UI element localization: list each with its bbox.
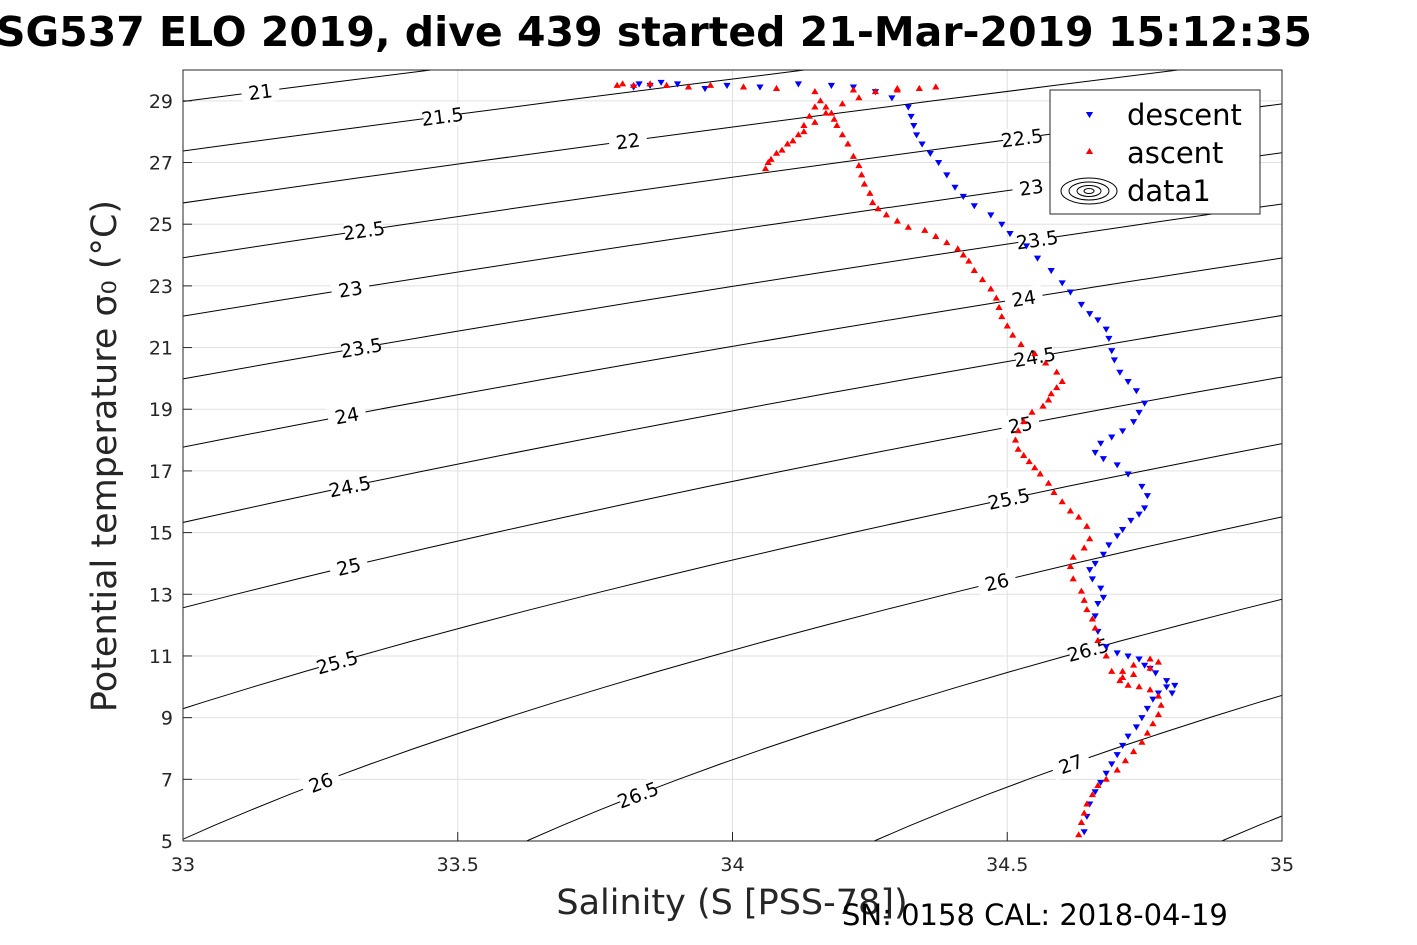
isopycnal-label-text: 25 [335, 554, 364, 581]
isopycnal-line [183, 516, 1282, 840]
isopycnal-label: 25 [999, 410, 1041, 440]
y-tick-label: 19 [149, 399, 173, 421]
isopycnal-label-text: 23 [1018, 176, 1045, 201]
isopycnal-line [183, 314, 1282, 523]
y-axis-ticks: 5 7 9 11 13 15 17 19 21 23 25 27 29 [149, 91, 192, 853]
y-tick-label: 29 [149, 91, 173, 113]
x-axis-label: Salinity (S [PSS-78]) [556, 883, 907, 923]
y-tick-label: 25 [149, 214, 173, 236]
y-tick-label: 21 [149, 338, 173, 360]
x-tick-label: 33.5 [437, 854, 479, 876]
isopycnal-label: 22 [607, 127, 649, 154]
isopycnal-label-text: 24 [333, 403, 361, 429]
density-contour-labels: 2121.52222.522.5232323.523.5242424.524.5… [240, 78, 1112, 814]
chart-title-text: SG537 ELO 2019, dive 439 started 21-Mar-… [0, 8, 1312, 56]
y-tick-label: 11 [149, 646, 173, 668]
legend: descent ascent data1 [1049, 89, 1261, 215]
isopycnal-label: 21 [240, 78, 281, 105]
isopycnal-line [525, 598, 1282, 841]
isopycnal-label-text: 23 [337, 277, 364, 303]
isopycnal-label: 21.5 [420, 102, 465, 131]
legend-ascent-label: ascent [1127, 136, 1223, 170]
isopycnal-label-text: 22 [615, 129, 642, 154]
y-tick-label: 9 [161, 708, 173, 730]
y-tick-label: 17 [149, 461, 173, 483]
isopycnal-line [183, 103, 1282, 259]
isopycnal-label: 23 [1010, 173, 1052, 201]
legend-descent-label: descent [1127, 98, 1242, 132]
isopycnal-line [183, 443, 1282, 710]
legend-contour-icon [1060, 177, 1118, 205]
isopycnal-label: 22.5 [1000, 124, 1045, 152]
y-tick-label: 13 [149, 584, 173, 606]
isopycnal-label-text: 21.5 [420, 104, 465, 131]
isopycnal-label: 24 [326, 401, 368, 430]
y-axis-label: Potential temperature σ₀ (°C) [85, 200, 125, 712]
x-tick-label: 35 [1270, 854, 1294, 876]
isopycnal-label: 26 [975, 566, 1018, 598]
legend-contour-label: data1 [1127, 174, 1211, 208]
y-tick-label: 27 [149, 153, 173, 175]
isopycnal-line [183, 70, 1183, 204]
y-tick-label: 5 [161, 831, 173, 853]
x-tick-label: 34.5 [986, 854, 1028, 876]
isopycnal-label-text: 24 [1010, 286, 1037, 312]
y-tick-label: 7 [161, 769, 173, 791]
chart-title: SG537 ELO 2019, dive 439 started 21-Mar-… [0, 6, 1417, 58]
calibration-footer: SN: 0158 CAL: 2018-04-19 [842, 898, 1228, 932]
x-tick-label: 34 [720, 854, 744, 876]
isopycnal-label: 25 [327, 551, 370, 582]
isopycnal-label: 24 [1003, 284, 1045, 313]
isopycnal-label-text: 26 [983, 569, 1012, 596]
isopycnal-label-text: 21 [247, 80, 274, 105]
x-axis-ticks: 33 33.5 34 34.5 35 [171, 832, 1294, 876]
y-tick-label: 23 [149, 276, 173, 298]
y-tick-label: 15 [149, 523, 173, 545]
x-tick-label: 33 [171, 854, 195, 876]
legend-box [1049, 89, 1261, 215]
isopycnal-label: 23 [329, 275, 371, 303]
isopycnal-line [183, 376, 1282, 609]
isopycnal-label-text: 25 [1007, 413, 1035, 439]
